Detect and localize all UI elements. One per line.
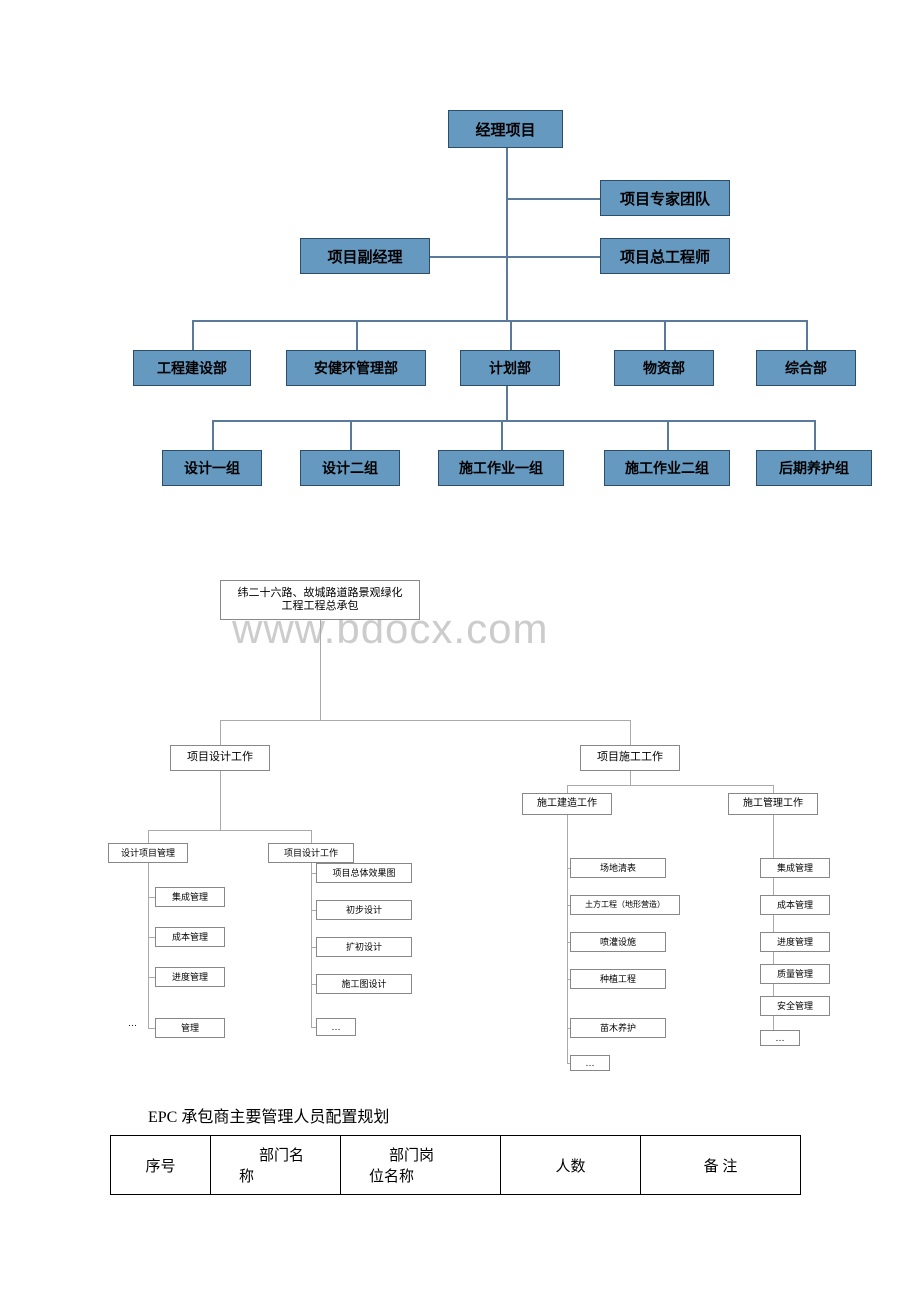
connector-line (192, 320, 194, 350)
wbs-col3-item-1: 土方工程（地形营造） (570, 895, 680, 915)
connector-line (510, 320, 512, 350)
org-l2-4: 综合部 (756, 350, 856, 386)
connector-line (148, 977, 155, 978)
connector-line (148, 830, 149, 843)
personnel-table: 序号部门名称部门岗位名称人数备 注 (110, 1135, 801, 1195)
org-l3-3: 施工作业二组 (604, 450, 730, 486)
wbs-col4-item-4: 安全管理 (760, 996, 830, 1016)
connector-line (320, 620, 321, 720)
connector-line (212, 420, 214, 450)
connector-line (311, 830, 312, 843)
table-header-cell: 人数 (501, 1136, 641, 1195)
wbs-root: 纬二十六路、故城路道路景观绿化 工程工程总承包 (220, 580, 420, 620)
connector-line (567, 815, 568, 1063)
wbs-col4-item-1: 成本管理 (760, 895, 830, 915)
table-header-cell: 部门岗位名称 (341, 1136, 501, 1195)
wbs-col4-item-2: 进度管理 (760, 932, 830, 952)
wbs-l1b-0: 施工建造工作 (522, 793, 612, 815)
connector-line (430, 256, 506, 258)
connector-line (506, 148, 508, 320)
connector-line (501, 420, 503, 450)
connector-line (148, 897, 155, 898)
wbs-col1-item-3: 管理 (155, 1018, 225, 1038)
wbs-col2-item-0: 项目总体效果图 (316, 863, 412, 883)
org-l1-1: 项目总工程师 (600, 238, 730, 274)
connector-line (630, 771, 631, 785)
connector-line (506, 256, 601, 258)
connector-line (506, 198, 601, 200)
connector-line (814, 420, 816, 450)
connector-line (220, 720, 630, 721)
connector-line (148, 863, 149, 1028)
wbs-col3-item-5: … (570, 1055, 610, 1071)
wbs-l1b-1: 施工管理工作 (728, 793, 818, 815)
wbs-col3-item-2: 喷灌设施 (570, 932, 666, 952)
connector-line (350, 420, 352, 450)
wbs-l1-0: 项目设计工作 (170, 745, 270, 771)
wbs-col3-item-0: 场地清表 (570, 858, 666, 878)
table-heading: EPC 承包商主要管理人员配置规划 (148, 1103, 389, 1127)
connector-line (148, 1028, 155, 1029)
connector-line (212, 420, 814, 422)
org-l3-2: 施工作业一组 (438, 450, 564, 486)
wbs-col2-item-1: 初步设计 (316, 900, 412, 920)
connector-line (806, 320, 808, 350)
org-l2-3: 物资部 (614, 350, 714, 386)
table-header-cell: 部门名称 (211, 1136, 341, 1195)
wbs-col1-item-2: 进度管理 (155, 967, 225, 987)
wbs-l1-1: 项目施工工作 (580, 745, 680, 771)
connector-line (773, 785, 774, 793)
connector-line (192, 320, 806, 322)
connector-line (506, 386, 508, 420)
wbs-col4-item-3: 质量管理 (760, 964, 830, 984)
wbs-col4-item-5: … (760, 1030, 800, 1046)
connector-line (664, 320, 666, 350)
org-l3-0: 设计一组 (162, 450, 262, 486)
org-root: 经理项目 (448, 110, 563, 148)
wbs-col2-item-3: 施工图设计 (316, 974, 412, 994)
wbs-col3-item-4: 苗木养护 (570, 1018, 666, 1038)
wbs-col1-item-1: 成本管理 (155, 927, 225, 947)
connector-line (311, 863, 312, 1027)
connector-line (220, 720, 221, 745)
wbs-col3-item-3: 种植工程 (570, 969, 666, 989)
wbs-col1-dots: … (128, 1018, 137, 1028)
org-l2-1: 安健环管理部 (286, 350, 426, 386)
wbs-col1-head: 设计项目管理 (108, 843, 188, 863)
connector-line (356, 320, 358, 350)
connector-line (667, 420, 669, 450)
table-header-cell: 备 注 (641, 1136, 801, 1195)
wbs-col2-head: 项目设计工作 (268, 843, 354, 863)
org-l2-2: 计划部 (460, 350, 560, 386)
table-header-cell: 序号 (111, 1136, 211, 1195)
org-l3-1: 设计二组 (300, 450, 400, 486)
connector-line (220, 771, 221, 830)
wbs-col2-item-4: … (316, 1018, 356, 1036)
connector-line (630, 720, 631, 745)
connector-line (148, 830, 311, 831)
connector-line (567, 785, 568, 793)
connector-line (148, 937, 155, 938)
wbs-col2-item-2: 扩初设计 (316, 937, 412, 957)
wbs-col1-item-0: 集成管理 (155, 887, 225, 907)
wbs-col4-item-0: 集成管理 (760, 858, 830, 878)
org-l2-0: 工程建设部 (133, 350, 251, 386)
org-expert-team: 项目专家团队 (600, 180, 730, 216)
org-l3-4: 后期养护组 (756, 450, 872, 486)
connector-line (567, 785, 773, 786)
org-l1-0: 项目副经理 (300, 238, 430, 274)
